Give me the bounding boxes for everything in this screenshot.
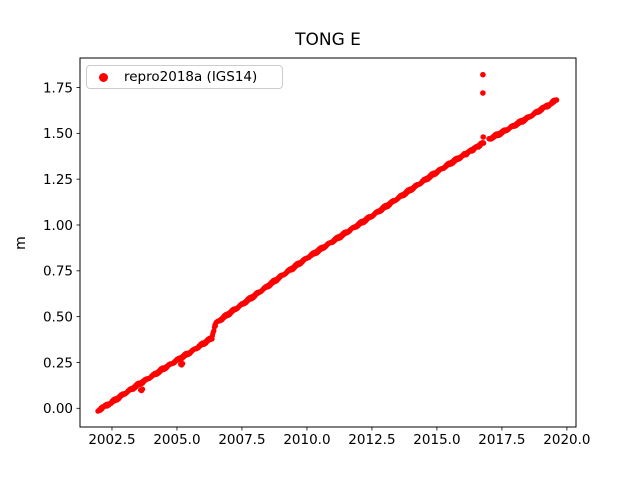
x-tick-label: 2007.5 xyxy=(218,432,265,448)
axes-frame xyxy=(79,57,577,428)
x-tick-label: 2002.5 xyxy=(88,432,135,448)
y-tick-label: 0.25 xyxy=(43,355,73,371)
x-tick-label: 2017.5 xyxy=(478,432,525,448)
chart-title: TONG E xyxy=(295,30,361,50)
y-tick-label: 1.00 xyxy=(43,218,73,234)
y-tick-label: 1.50 xyxy=(43,126,73,142)
x-tick-label: 2010.0 xyxy=(283,432,330,448)
x-tick-label: 2012.5 xyxy=(348,432,395,448)
scatter-series xyxy=(95,71,560,414)
y-tick-label: 1.25 xyxy=(43,172,73,188)
x-tick-label: 2015.0 xyxy=(413,432,460,448)
x-tick-label: 2005.0 xyxy=(153,432,200,448)
legend-marker-dot-icon xyxy=(99,72,108,82)
legend-label: repro2018a (IGS14) xyxy=(124,69,258,85)
y-tick-label: 0.75 xyxy=(43,264,73,280)
x-tick-label: 2020.0 xyxy=(543,432,590,448)
axis-ticks: 2002.5 2005.0 2007.5 2010.0 2012.5 2015.0 2017… xyxy=(43,80,591,448)
y-axis-label: m xyxy=(12,236,29,250)
legend: repro2018a (IGS14) xyxy=(86,65,283,89)
y-tick-label: 0.00 xyxy=(43,401,73,417)
y-tick-label: 1.75 xyxy=(43,80,73,96)
y-tick-label: 0.50 xyxy=(43,309,73,325)
